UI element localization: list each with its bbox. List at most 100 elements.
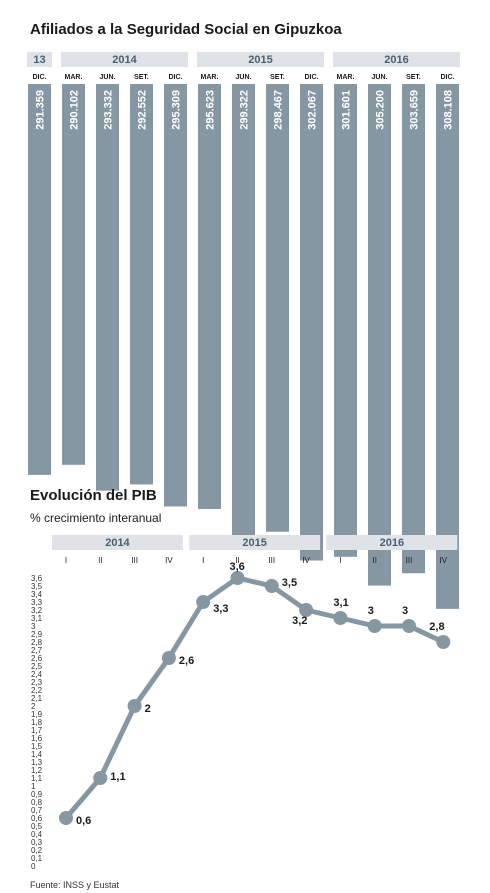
bar-value-label: 308.108 [443, 90, 455, 130]
year-header-bar [61, 52, 188, 67]
quarter-label: IV [440, 556, 448, 565]
y-tick-label: 0,8 [31, 798, 43, 807]
point-value-label: 2,6 [179, 655, 194, 667]
year-header-bar [197, 52, 324, 67]
y-tick-label: 2,8 [31, 638, 43, 647]
data-point [59, 811, 73, 825]
month-label: JUN. [372, 74, 388, 81]
y-tick-label: 3,4 [31, 590, 43, 599]
data-bar [402, 84, 425, 574]
y-tick-label: 1,1 [31, 774, 43, 783]
bar-value-label: 292.552 [137, 90, 149, 130]
month-label: SET. [270, 74, 285, 81]
data-point [436, 635, 451, 649]
data-point [161, 651, 176, 665]
bar-value-label: 298.467 [273, 90, 285, 130]
y-tick-label: 3,2 [31, 606, 43, 615]
quarter-label: IV [302, 556, 310, 565]
y-tick-label: 3,3 [31, 598, 43, 607]
year-header-bar [189, 535, 321, 550]
quarter-label: I [65, 556, 67, 565]
y-tick-label: 3,5 [31, 582, 43, 591]
point-value-label: 2 [145, 703, 151, 715]
data-bar [198, 84, 221, 509]
y-tick-label: 2,5 [31, 662, 43, 671]
month-label: JUN. [236, 74, 252, 81]
quarter-label: IV [165, 556, 173, 565]
y-tick-label: 0,2 [31, 846, 43, 855]
line-chart-title: Evolución del PIB [30, 487, 157, 504]
year-header-label: 13 [33, 54, 45, 66]
month-label: DIC. [305, 74, 319, 81]
point-value-label: 3,6 [230, 561, 245, 573]
quarter-label: III [131, 556, 138, 565]
data-bar [436, 84, 459, 609]
year-header-bar [52, 535, 183, 550]
y-tick-label: 1 [31, 782, 36, 791]
data-bar [232, 84, 255, 539]
year-header-bar [326, 535, 458, 550]
bar-value-label: 299.322 [239, 90, 251, 130]
data-point [299, 603, 314, 617]
point-value-label: 3,2 [292, 615, 307, 627]
month-label: MAR. [65, 74, 83, 81]
year-header-bar [27, 52, 52, 67]
point-value-label: 3,5 [282, 577, 297, 589]
y-tick-label: 0,7 [31, 806, 43, 815]
bar-value-label: 305.200 [375, 90, 387, 130]
data-bar [266, 84, 289, 532]
bar-value-label: 302.067 [307, 90, 319, 130]
quarter-label: II [98, 556, 102, 565]
month-label: DIC. [33, 74, 47, 81]
data-point [196, 595, 211, 609]
y-tick-label: 1,9 [31, 710, 43, 719]
y-tick-label: 3,1 [31, 614, 43, 623]
y-tick-label: 0,6 [31, 814, 43, 823]
y-tick-label: 2,3 [31, 678, 43, 687]
data-bar [164, 84, 187, 507]
bar-value-label: 295.623 [205, 90, 217, 130]
y-tick-label: 3 [31, 622, 36, 631]
y-tick-label: 1,4 [31, 750, 43, 759]
year-header-label: 2014 [105, 537, 130, 549]
year-header-label: 2016 [384, 54, 408, 66]
year-header-label: 2015 [248, 54, 272, 66]
y-tick-label: 1,8 [31, 718, 43, 727]
point-value-label: 3,3 [213, 603, 228, 615]
point-value-label: 3,1 [333, 597, 348, 609]
bar-value-label: 293.332 [103, 90, 115, 130]
bar-chart-title: Afiliados a la Seguridad Social en Gipuz… [30, 21, 342, 38]
y-tick-label: 0,9 [31, 790, 43, 799]
quarter-label: II [235, 556, 239, 565]
y-tick-label: 2,4 [31, 670, 43, 679]
y-tick-label: 2,7 [31, 646, 43, 655]
line-chart-subtitle: % crecimiento interanual [30, 511, 161, 525]
data-bar [62, 84, 85, 465]
month-label: MAR. [201, 74, 219, 81]
data-point [367, 619, 382, 633]
data-bar [28, 84, 51, 475]
quarter-label: III [268, 556, 275, 565]
y-tick-label: 2 [31, 702, 36, 711]
y-tick-label: 1,2 [31, 766, 43, 775]
data-point [230, 571, 245, 585]
y-tick-label: 1,5 [31, 742, 43, 751]
y-tick-label: 3,6 [31, 574, 43, 583]
data-bar [334, 84, 357, 557]
data-point [127, 699, 142, 713]
year-header-label: 2015 [242, 537, 266, 549]
bar-value-label: 303.659 [409, 90, 421, 130]
data-point [333, 611, 348, 625]
data-point [93, 771, 108, 785]
month-label: SET. [406, 74, 421, 81]
bar-value-label: 290.102 [69, 90, 81, 130]
y-tick-label: 0,3 [31, 838, 43, 847]
data-bar [300, 84, 323, 561]
source-note: Fuente: INSS y Eustat [30, 880, 120, 890]
y-tick-label: 2,9 [31, 630, 43, 639]
data-point [402, 619, 416, 633]
year-header-label: 2014 [112, 54, 137, 66]
bar-value-label: 291.359 [35, 90, 47, 130]
y-tick-label: 1,6 [31, 734, 43, 743]
